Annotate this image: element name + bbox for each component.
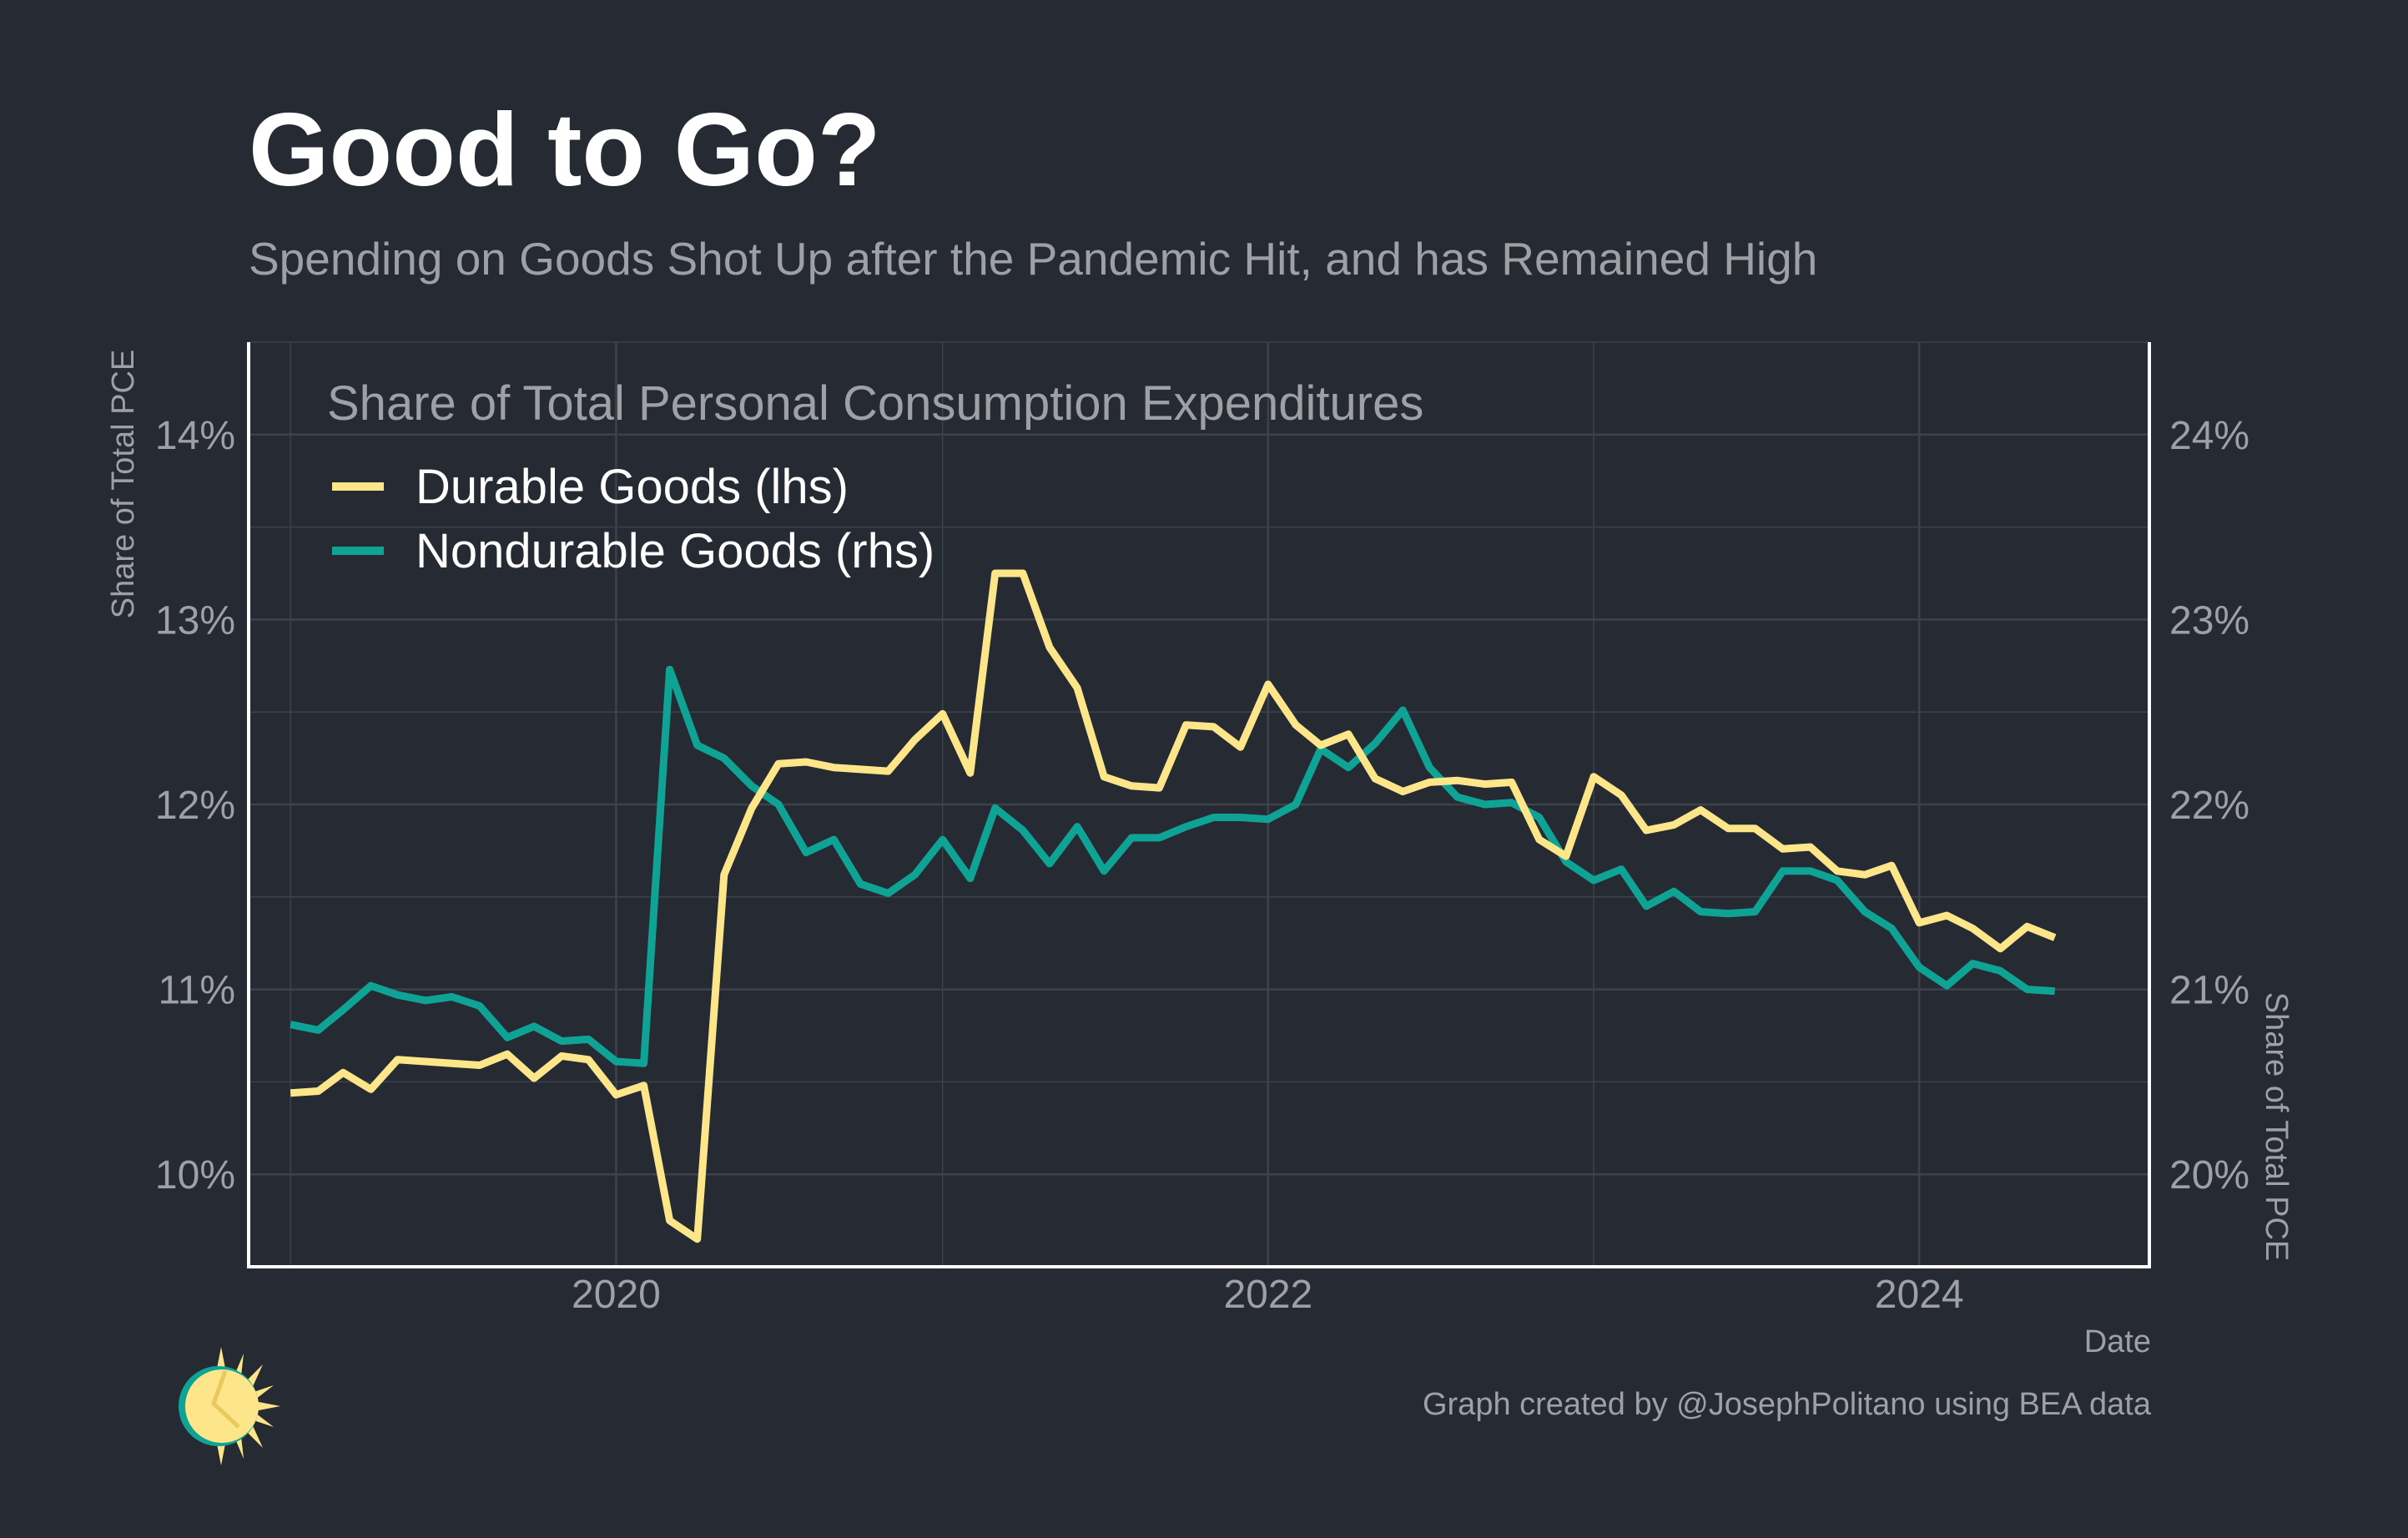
y-axis-right-title: Share of Total PCE	[2259, 992, 2294, 1261]
legend-label-nondurable: Nondurable Goods (rhs)	[416, 524, 934, 578]
y-right-tick-label: 21%	[2169, 969, 2249, 1013]
legend-label-durable: Durable Goods (lhs)	[416, 460, 849, 514]
chart-subtitle: Spending on Goods Shot Up after the Pand…	[249, 233, 1818, 285]
series-line-durable	[290, 569, 2057, 1243]
y-left-tick-label: 10%	[155, 1153, 235, 1198]
chart-title: Good to Go?	[249, 93, 881, 208]
y-right-tick-label: 24%	[2169, 414, 2249, 458]
x-tick-label: 2022	[1223, 1273, 1312, 1317]
y-left-tick-label: 14%	[155, 414, 235, 458]
x-tick-label: 2020	[572, 1273, 661, 1317]
y-right-tick-label: 20%	[2169, 1153, 2249, 1198]
y-left-tick-label: 13%	[155, 598, 235, 643]
series-line-nondurable	[290, 665, 2055, 1067]
y-axis-left-title: Share of Total PCE	[106, 350, 141, 618]
y-right-tick-label: 23%	[2169, 598, 2249, 643]
y-left-tick-label: 12%	[155, 784, 235, 828]
credit-text: Graph created by @JosephPolitano using B…	[1422, 1387, 2151, 1422]
y-left-tick-label: 11%	[158, 969, 235, 1013]
sun-logo-icon	[167, 1344, 292, 1473]
y-right-tick-label: 22%	[2169, 784, 2249, 828]
x-axis-title: Date	[2084, 1324, 2151, 1359]
legend-title: Share of Total Personal Consumption Expe…	[327, 376, 1423, 431]
x-tick-label: 2024	[1875, 1273, 1964, 1317]
